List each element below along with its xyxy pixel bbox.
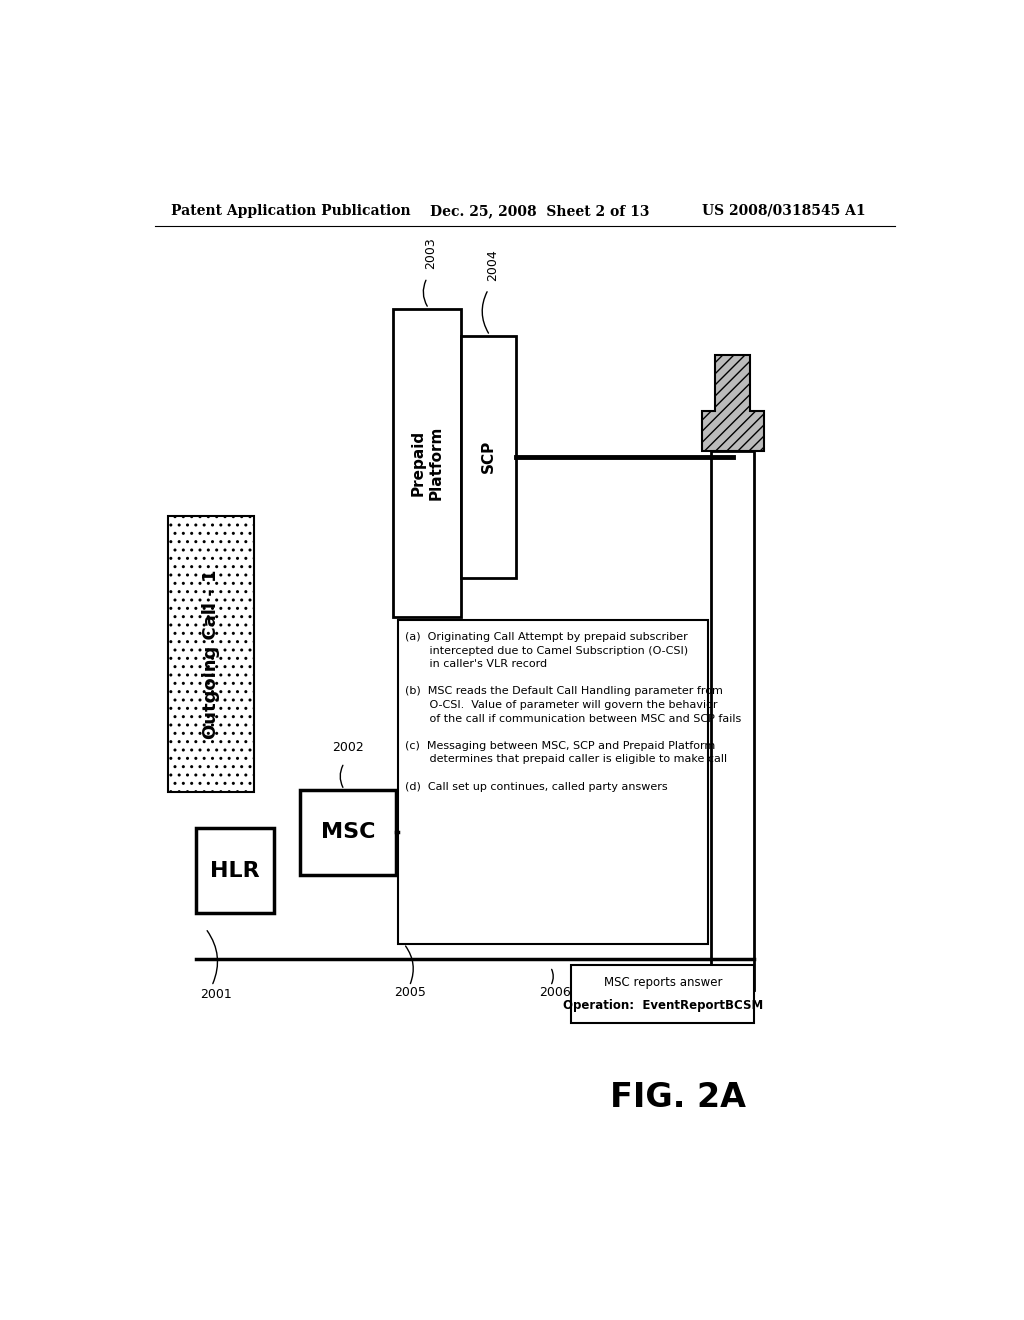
Bar [300, 789, 396, 875]
Text: 2006: 2006 [539, 986, 570, 999]
Text: Operation:  EventReportBCSM: Operation: EventReportBCSM [562, 999, 763, 1012]
Text: FIG. 2A: FIG. 2A [610, 1081, 746, 1114]
Bar [461, 335, 515, 578]
Text: Outgoing Call - 1: Outgoing Call - 1 [202, 569, 220, 739]
Bar [168, 516, 254, 792]
Bar [711, 451, 755, 990]
Text: 2002: 2002 [333, 742, 365, 754]
Text: 2004: 2004 [485, 249, 499, 281]
Text: (a)  Originating Call Attempt by prepaid subscriber
       intercepted due to Ca: (a) Originating Call Attempt by prepaid … [406, 632, 741, 792]
Text: 2003: 2003 [425, 238, 437, 269]
Text: Patent Application Publication: Patent Application Publication [171, 203, 411, 218]
Bar [571, 965, 755, 1023]
Text: 2005: 2005 [394, 986, 426, 999]
Text: HLR: HLR [210, 861, 260, 880]
Text: 2001: 2001 [200, 987, 231, 1001]
Text: Prepaid
Platform: Prepaid Platform [411, 425, 443, 500]
Text: US 2008/0318545 A1: US 2008/0318545 A1 [701, 203, 865, 218]
Polygon shape [701, 355, 764, 451]
Text: MSC reports answer: MSC reports answer [603, 975, 722, 989]
Bar [397, 620, 708, 944]
Text: SCP: SCP [481, 440, 496, 474]
Text: MSC: MSC [321, 822, 376, 842]
Bar [197, 829, 273, 913]
Bar [393, 309, 461, 616]
Text: Dec. 25, 2008  Sheet 2 of 13: Dec. 25, 2008 Sheet 2 of 13 [430, 203, 650, 218]
